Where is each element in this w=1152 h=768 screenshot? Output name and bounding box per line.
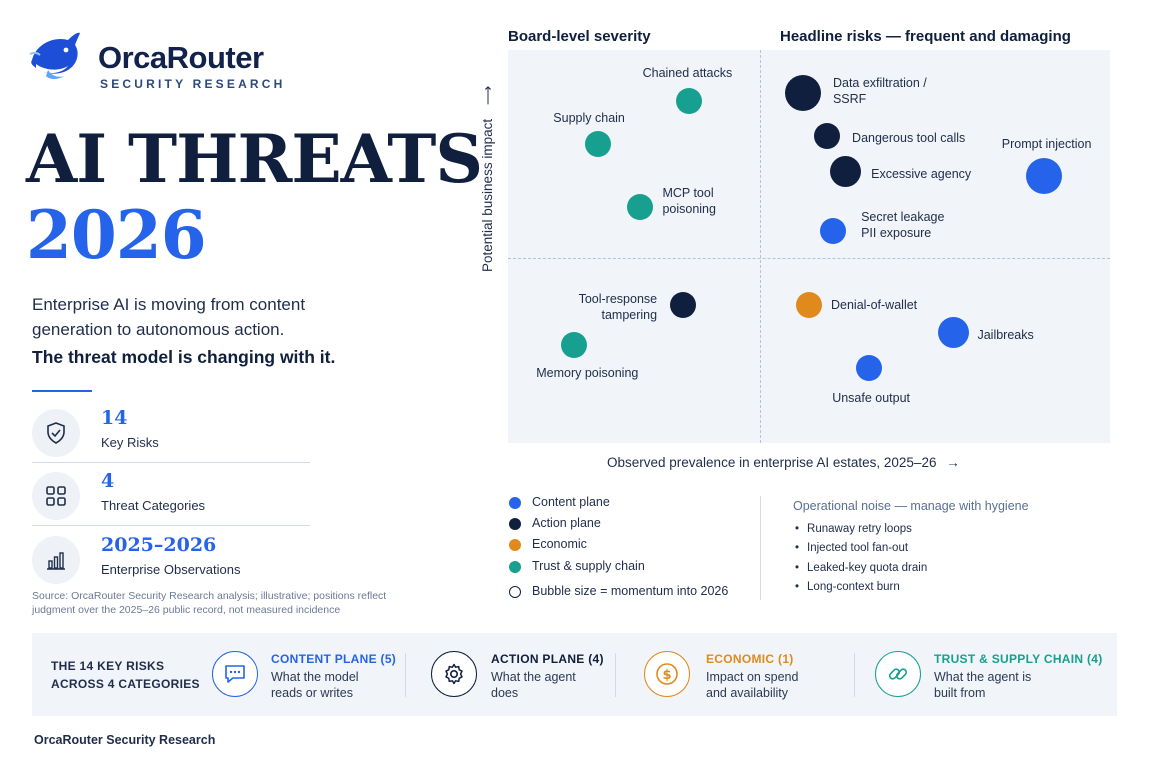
band-title: THE 14 KEY RISKS ACROSS 4 CATEGORIES: [51, 657, 200, 693]
stat-threat-categories: 4 Threat Categories: [32, 468, 310, 528]
x-axis-label: Observed prevalence in enterprise AI est…: [607, 455, 960, 470]
risk-label: MCP tool poisoning: [662, 186, 716, 217]
grid-icon: [32, 472, 80, 520]
legend-swatch: [509, 497, 521, 509]
risk-label: Prompt injection: [1001, 136, 1092, 151]
orca-logo-icon: [28, 30, 84, 82]
noise-item: Injected tool fan-out: [795, 542, 908, 554]
page-title-year: 2026: [26, 196, 207, 274]
category-desc-economic: Impact on spend and availability: [706, 670, 799, 700]
stat-label: Key Risks: [101, 435, 159, 450]
risk-label: Memory poisoning: [536, 365, 639, 380]
brand-subtitle: SECURITY RESEARCH: [100, 77, 286, 91]
chart-plot-area: [508, 50, 1110, 443]
source-note: Source: OrcaRouter Security Research ana…: [32, 590, 387, 616]
risk-bubble: [856, 355, 883, 382]
quadrant-divider-horizontal: [508, 258, 1110, 259]
risk-bubble: [784, 75, 821, 112]
category-title-action: ACTION PLANE (4): [491, 652, 604, 666]
dollar-icon: $: [644, 651, 690, 697]
gear-icon: [431, 651, 477, 697]
risk-bubble: [820, 217, 847, 244]
risk-bubble: [669, 292, 696, 319]
risk-label: Dangerous tool calls: [852, 131, 966, 146]
stat-label: Threat Categories: [101, 498, 206, 513]
stat-value: 4: [101, 470, 115, 492]
category-title-trust: TRUST & SUPPLY CHAIN (4): [934, 652, 1103, 666]
category-desc-action: What the agent does: [491, 670, 576, 700]
category-title-economic: ECONOMIC (1): [706, 652, 794, 666]
category-desc-trust: What the agent is built from: [934, 670, 1032, 700]
noise-item: Runaway retry loops: [795, 523, 912, 535]
risk-label: Supply chain: [553, 111, 625, 126]
accent-rule: [32, 390, 92, 392]
risk-label: Data exfiltration / SSRF: [832, 76, 927, 107]
stat-observations: 2025–2026 Enterprise Observations: [32, 532, 310, 592]
legend-label: Content plane: [532, 495, 610, 509]
legend-label: Action plane: [532, 516, 601, 530]
risk-bubble: [1025, 157, 1062, 194]
risk-label: Secret leakage PII exposure: [861, 209, 945, 240]
category-title-content: CONTENT PLANE (5): [271, 652, 397, 666]
y-axis-arrow-icon: ⟶: [480, 85, 495, 106]
legend-swatch: [509, 561, 521, 573]
quadrant-title-left: Board-level severity: [508, 28, 651, 45]
noise-item: Long-context burn: [795, 581, 900, 593]
x-axis-title: Observed prevalence in enterprise AI est…: [607, 455, 937, 470]
intro-emphasis: The threat model is changing with it.: [32, 347, 336, 367]
quadrant-divider-vertical: [760, 50, 761, 443]
risk-bubble: [585, 131, 612, 158]
risk-bubble: [829, 156, 861, 188]
stat-value: 14: [101, 407, 128, 429]
legend-label: Economic: [532, 537, 587, 551]
link-icon: [875, 651, 921, 697]
stat-key-risks: 14 Key Risks: [32, 405, 310, 465]
risk-bubble: [937, 317, 969, 349]
risk-label: Jailbreaks: [977, 327, 1034, 342]
divider: [32, 462, 310, 463]
legend-swatch: [509, 539, 521, 551]
stat-value: 2025–2026: [101, 534, 217, 556]
risk-label: Tool-response tampering: [578, 292, 658, 323]
noise-item: Leaked-key quota drain: [795, 562, 927, 574]
legend-swatch: [509, 518, 521, 530]
legend-label: Trust & supply chain: [532, 559, 645, 573]
legend-divider: [760, 496, 761, 600]
page-title: AI THREATS: [26, 120, 483, 198]
y-axis-label: Potential business impact ⟶: [480, 86, 496, 272]
risk-label: Excessive agency: [871, 166, 972, 181]
category-desc-content: What the model reads or writes: [271, 670, 359, 700]
divider: [32, 525, 310, 526]
legend-label: Bubble size = momentum into 2026: [532, 584, 729, 598]
chat-icon: [212, 651, 258, 697]
intro-text: Enterprise AI is moving from content gen…: [32, 295, 306, 339]
band-title-line1: THE 14 KEY RISKS: [51, 659, 165, 673]
x-axis-arrow-icon: →: [946, 455, 960, 470]
chart-bubbles: Chained attacks Supply chain MCP tool poiso…: [508, 50, 1110, 443]
risk-bubble: [796, 292, 822, 319]
brand-name: OrcaRouter: [98, 40, 264, 75]
footer-credit: OrcaRouter Security Research: [34, 733, 216, 747]
risk-bubble: [561, 331, 588, 358]
shield-check-icon: [32, 409, 80, 457]
y-axis-title: Potential business impact: [480, 118, 495, 272]
risk-label: Unsafe output: [832, 391, 911, 406]
quadrant-title-right: Headline risks — frequent and damaging: [780, 28, 1071, 45]
risk-bubble: [675, 88, 702, 115]
risk-label: Denial-of-wallet: [831, 298, 918, 313]
bubble-size-swatch: [509, 586, 521, 598]
stat-label: Enterprise Observations: [101, 562, 241, 577]
svg-text:$: $: [662, 668, 671, 683]
band-divider: [854, 653, 855, 697]
band-divider: [615, 653, 616, 697]
bar-chart-icon: [32, 536, 80, 584]
risk-label: Chained attacks: [642, 66, 733, 81]
risk-bubble: [627, 194, 654, 221]
band-title-line2: ACROSS 4 CATEGORIES: [51, 677, 200, 691]
noise-title: Operational noise — manage with hygiene: [793, 499, 1029, 513]
risk-bubble: [814, 123, 841, 150]
band-divider: [405, 653, 406, 697]
